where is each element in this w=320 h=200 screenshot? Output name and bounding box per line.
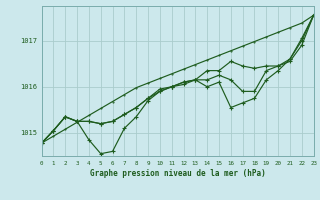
X-axis label: Graphe pression niveau de la mer (hPa): Graphe pression niveau de la mer (hPa) [90,169,266,178]
